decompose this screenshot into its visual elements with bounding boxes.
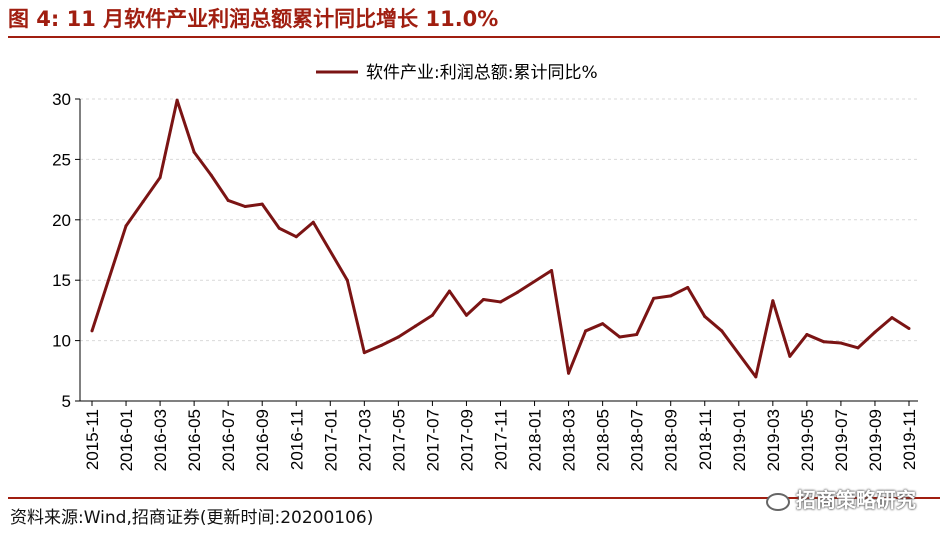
data-point [362, 351, 366, 355]
gridlines [80, 98, 918, 342]
data-point [873, 330, 877, 334]
y-tick-label: 15 [52, 271, 71, 290]
data-point [226, 198, 230, 202]
legend: 软件产业:利润总额:累计同比% [316, 63, 598, 83]
data-point [379, 343, 383, 347]
data-point [430, 313, 434, 317]
x-tick-label: 2019-05 [798, 409, 817, 471]
source-note: 资料来源:Wind,招商证券(更新时间:20200106) [10, 508, 374, 528]
data-point [805, 333, 809, 337]
x-tick-label: 2018-11 [696, 409, 715, 470]
data-point [311, 220, 315, 224]
x-tick-label: 2019-09 [866, 409, 885, 471]
legend-label: 软件产业:利润总额:累计同比% [366, 63, 598, 83]
x-tick-label: 2016-11 [287, 409, 306, 470]
x-tick-label: 2018-09 [662, 409, 681, 471]
data-point [141, 200, 145, 204]
data-point [447, 289, 451, 293]
y-tick-label: 30 [52, 90, 71, 109]
x-tick-label: 2019-01 [730, 409, 749, 471]
data-point [499, 300, 502, 304]
wechat-icon [766, 492, 790, 511]
x-tick-label: 2016-05 [185, 409, 204, 471]
data-point [754, 375, 758, 379]
y-tick-label: 5 [62, 392, 71, 411]
data-point [158, 176, 162, 180]
x-tick-label: 2018-03 [560, 409, 579, 471]
data-point [771, 299, 775, 303]
data-point [686, 285, 690, 289]
y-tick-label: 10 [52, 332, 71, 351]
title-divider [8, 36, 940, 38]
x-tick-label: 2016-09 [253, 409, 272, 471]
x-tick-label: 2017-09 [457, 409, 476, 471]
data-point [788, 354, 792, 358]
data-point [124, 224, 128, 228]
x-tick-label: 2017-07 [423, 409, 442, 471]
data-point [822, 340, 826, 344]
watermark-text: 招商策略研究 [796, 488, 916, 512]
x-tick-label: 2018-05 [594, 409, 613, 471]
data-point [720, 329, 724, 333]
data-point [294, 235, 298, 239]
data-point [464, 313, 468, 317]
series-line [90, 98, 910, 379]
data-point [703, 314, 707, 318]
y-tick-label: 20 [52, 211, 71, 230]
data-point [635, 333, 639, 337]
x-tick-label: 2016-03 [151, 409, 170, 471]
data-point [907, 327, 911, 331]
x-tick-label: 2018-01 [526, 409, 545, 471]
figure-title: 图 4: 11 月软件产业利润总额累计同比增长 11.0% [8, 7, 499, 31]
x-tick-label: 2019-07 [832, 409, 851, 471]
x-tick-label: 2019-11 [900, 409, 919, 470]
series-layer [90, 98, 911, 379]
x-tick-label: 2017-11 [492, 409, 511, 470]
data-point [856, 346, 860, 350]
x-tick-label: 2018-07 [628, 409, 647, 471]
x-tick-label: 2016-07 [219, 409, 238, 471]
y-axis: 5 10 15 20 25 30 [52, 90, 81, 411]
x-tick-label: 2017-03 [355, 409, 374, 471]
data-point [260, 202, 264, 206]
data-point [209, 173, 213, 177]
x-tick-label: 2017-05 [389, 409, 408, 471]
data-point [584, 329, 588, 333]
data-point [516, 290, 520, 294]
data-point [669, 294, 673, 298]
line-chart: 5 10 15 20 25 30 2015-11 2016-01 2016-03 2016-05… [52, 63, 919, 471]
data-point [481, 298, 485, 302]
data-point [175, 98, 179, 102]
data-point [652, 296, 656, 300]
x-axis: 2015-11 2016-01 2016-03 2016-05 2016-07 2016-… [80, 400, 919, 471]
data-point [601, 322, 605, 326]
data-point [550, 269, 554, 273]
data-point [192, 150, 196, 154]
data-point [839, 341, 843, 345]
watermark: 招商策略研究 [766, 484, 916, 513]
y-tick-label: 25 [52, 150, 71, 169]
x-tick-label: 2015-11 [83, 409, 102, 470]
data-point [618, 335, 622, 339]
data-point [396, 335, 400, 339]
data-point [890, 316, 894, 320]
data-point [413, 324, 417, 328]
footer-divider [8, 497, 940, 499]
x-tick-label: 2016-01 [117, 409, 136, 471]
data-point [243, 205, 247, 209]
x-tick-label: 2019-03 [764, 409, 783, 471]
data-point [90, 329, 94, 333]
data-point [277, 226, 281, 230]
x-tick-label: 2017-01 [321, 409, 340, 471]
data-point [567, 371, 571, 375]
data-point [345, 278, 349, 282]
